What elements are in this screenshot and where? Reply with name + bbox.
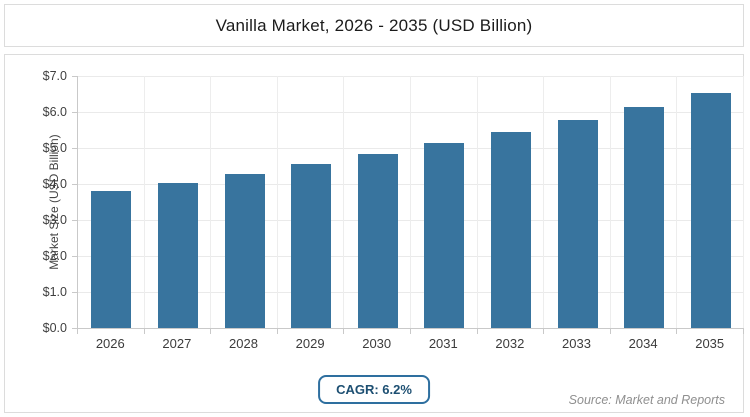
x-axis-label: 2035 — [695, 336, 725, 351]
x-axis-label: 2034 — [628, 336, 658, 351]
gridline-horizontal — [78, 220, 744, 221]
bar-2035 — [690, 92, 731, 328]
y-axis-tick-label: $5.0 — [42, 141, 67, 155]
x-axis-label: 2026 — [95, 336, 125, 351]
x-axis-label: 2029 — [295, 336, 325, 351]
y-axis-tick — [72, 112, 77, 113]
x-axis-tick — [609, 329, 611, 334]
x-axis-label: 2031 — [428, 336, 458, 351]
chart-card: Market Size (USD Billion) CAGR: 6.2% Sou… — [4, 54, 744, 413]
x-axis-label: 2032 — [495, 336, 525, 351]
gridline-vertical — [676, 76, 678, 328]
bar-2030 — [357, 154, 398, 328]
gridline-vertical — [210, 76, 212, 328]
y-axis-tick-label: $1.0 — [42, 285, 67, 299]
x-axis-tick — [143, 329, 145, 334]
x-axis-tick — [276, 329, 278, 334]
gridline-vertical — [743, 76, 744, 328]
bar-2031 — [424, 143, 465, 328]
gridline-horizontal — [78, 292, 744, 293]
x-axis-label: 2028 — [229, 336, 258, 351]
gridline-vertical — [609, 76, 611, 328]
gridline-vertical — [143, 76, 145, 328]
cagr-badge: CAGR: 6.2% — [318, 375, 430, 404]
x-axis-tick — [210, 329, 212, 334]
y-axis-tick-label: $7.0 — [42, 69, 67, 83]
x-axis-tick — [743, 329, 744, 334]
gridline-vertical — [410, 76, 411, 328]
gridline-vertical — [476, 76, 478, 328]
x-axis-label: 2030 — [362, 336, 392, 351]
x-axis-tick — [410, 329, 411, 334]
y-axis-tick-label: $4.0 — [42, 177, 67, 191]
bar-2033 — [557, 119, 598, 328]
y-axis-tick-label: $3.0 — [42, 213, 67, 227]
bar-2028 — [224, 173, 265, 328]
bar-2029 — [291, 164, 332, 328]
gridline-horizontal — [78, 112, 744, 113]
y-axis-tick — [72, 148, 77, 149]
gridline-horizontal — [78, 256, 744, 257]
y-axis-tick — [72, 220, 77, 221]
bar-2034 — [624, 106, 665, 328]
x-axis-tick — [476, 329, 478, 334]
bar-2026 — [91, 191, 132, 328]
x-axis-tick — [676, 329, 678, 334]
chart-title: Vanilla Market, 2026 - 2035 (USD Billion… — [215, 15, 533, 35]
gridline-horizontal — [78, 148, 744, 149]
gridline-horizontal — [78, 76, 744, 77]
gridline-vertical — [276, 76, 278, 328]
x-axis-tick — [77, 329, 78, 334]
x-axis-label: 2033 — [562, 336, 591, 351]
y-axis-tick-label: $6.0 — [42, 105, 67, 119]
x-axis-tick — [343, 329, 345, 334]
plot-area — [77, 76, 744, 329]
y-axis-tick — [72, 256, 77, 257]
y-axis-tick-label: $2.0 — [42, 249, 67, 263]
y-axis-tick — [72, 76, 77, 77]
y-axis-tick — [72, 292, 77, 293]
y-axis-tick — [72, 328, 77, 329]
y-axis-tick-label: $0.0 — [42, 321, 67, 335]
chart-title-card: Vanilla Market, 2026 - 2035 (USD Billion… — [4, 4, 744, 47]
source-note: Source: Market and Reports — [568, 393, 725, 407]
y-axis-tick — [72, 184, 77, 185]
gridline-vertical — [343, 76, 345, 328]
bar-2027 — [157, 182, 198, 328]
x-axis-label: 2027 — [162, 336, 192, 351]
x-axis-tick — [543, 329, 545, 334]
gridline-vertical — [543, 76, 545, 328]
gridline-horizontal — [78, 184, 744, 185]
bar-2032 — [490, 131, 531, 328]
